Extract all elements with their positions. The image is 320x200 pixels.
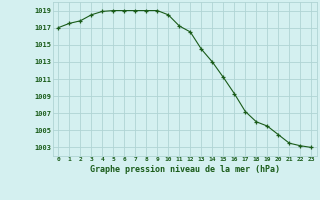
X-axis label: Graphe pression niveau de la mer (hPa): Graphe pression niveau de la mer (hPa)	[90, 165, 280, 174]
